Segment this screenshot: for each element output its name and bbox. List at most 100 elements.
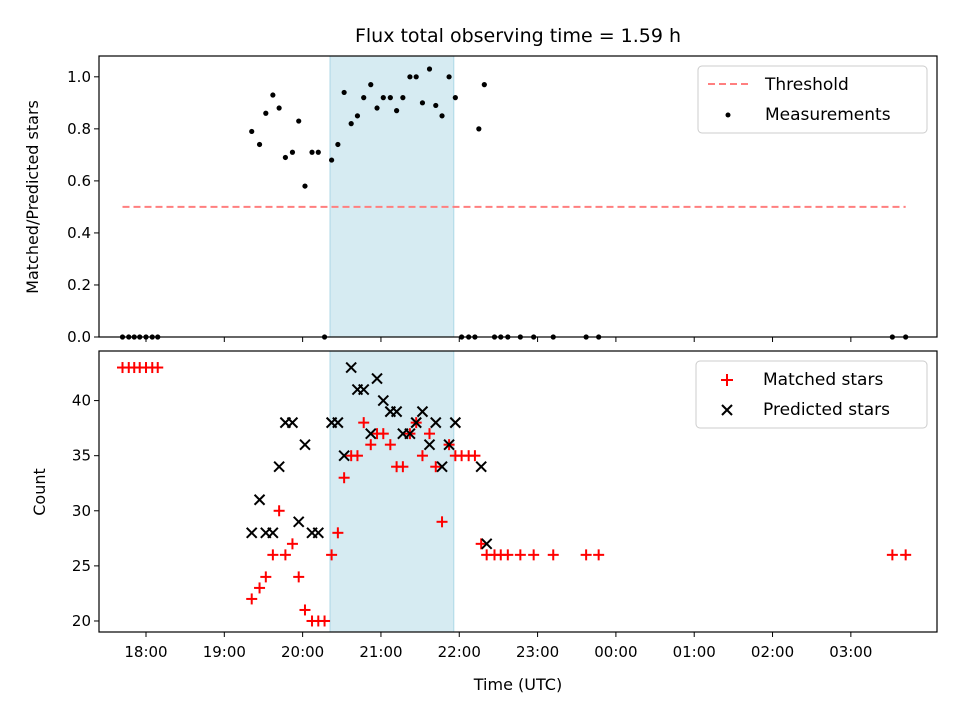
predicted-star-point [480, 538, 493, 550]
bottom-y-tick-label: 35 [72, 447, 91, 465]
measurement-point [309, 149, 315, 155]
predicted-star-point [365, 427, 377, 440]
x-tick-label: 20:00 [281, 643, 324, 661]
x-tick-label: 02:00 [751, 643, 794, 661]
bottom-y-axis-label: Count [30, 468, 49, 516]
predicted-star-point [430, 416, 442, 429]
predicted-star-point [404, 427, 416, 440]
top-shaded-span [329, 55, 455, 338]
matched-star-point [351, 450, 363, 462]
matched-star-point [502, 549, 514, 561]
matched-star-point [377, 428, 389, 440]
matched-star-point [900, 549, 912, 561]
predicted-star-point [449, 416, 462, 429]
predicted-star-point [273, 460, 285, 473]
measurement-point [249, 128, 255, 135]
x-tick-label: 22:00 [438, 643, 481, 661]
matched-star-point [319, 615, 331, 627]
matched-star-point [475, 538, 487, 550]
measurement-point [296, 118, 302, 124]
predicted-star-point [345, 361, 357, 374]
matched-star-point [279, 549, 291, 561]
predicted-star-point [423, 438, 436, 451]
matched-star-point [416, 450, 428, 462]
top-y-tick-label: 0.4 [67, 224, 91, 242]
matched-star-point [384, 439, 396, 451]
predicted-star-point [293, 516, 305, 528]
top-panel: 0.0 0.2 0.4 0.6 0.8 1.0 Matched/Predicted sta… [23, 55, 938, 346]
top-legend: Threshold Measurements [697, 65, 928, 134]
x-tick-label: 01:00 [673, 643, 716, 661]
predicted-star-point [286, 416, 299, 429]
bottom-shaded-span [329, 350, 455, 633]
chart-title: Flux total observing time = 1.59 h [355, 25, 681, 47]
measurement-point [302, 183, 308, 189]
measurement-point [348, 121, 354, 127]
matched-star-point [580, 549, 592, 561]
predicted-star-point [443, 438, 455, 451]
measurement-point [439, 113, 445, 119]
measurement-point [263, 110, 269, 116]
measurement-point [452, 95, 458, 101]
matched-star-point [514, 549, 526, 561]
measurement-point [407, 74, 413, 80]
measurement-point [361, 95, 367, 101]
measurement-point [282, 154, 288, 161]
matched-star-point [267, 549, 279, 561]
measurement-point [256, 141, 263, 148]
predicted-star-point [358, 383, 370, 396]
matched-star-point [326, 549, 338, 561]
predicted-star-point [377, 394, 390, 407]
matched-star-point [593, 549, 605, 561]
x-tick-label: 21:00 [359, 643, 402, 661]
bottom-y-tick-label: 20 [72, 612, 91, 630]
predicted-star-point [267, 527, 279, 539]
matched-star-point [886, 549, 898, 561]
matched-star-point [152, 362, 164, 374]
bottom-y-tick-label: 25 [72, 557, 91, 575]
predicted-star-point [475, 460, 487, 473]
matched-star-point [358, 417, 370, 429]
matched-star-point [286, 538, 298, 550]
measurement-point [400, 95, 406, 101]
measurement-point [368, 82, 374, 88]
measurement-point [315, 149, 321, 155]
top-y-axis-label: Matched/Predicted stars [23, 100, 42, 294]
predicted-star-point [410, 416, 422, 429]
measurement-point [380, 95, 386, 101]
top-y-tick-label: 0.6 [67, 172, 91, 190]
legend-threshold-label: Threshold [764, 75, 849, 95]
measurement-point [276, 105, 282, 111]
top-y-tick-label: 0.0 [67, 328, 91, 346]
top-y-tick-label: 1.0 [67, 68, 91, 86]
measurement-point [413, 74, 419, 80]
measurement-point [341, 89, 347, 96]
measurement-point [270, 92, 276, 98]
predicted-star-point [246, 527, 258, 539]
measurement-point [433, 102, 439, 109]
bottom-legend-box [695, 360, 928, 429]
matched-star-point [254, 582, 266, 594]
matched-star-point [436, 516, 448, 528]
matched-star-point [424, 428, 436, 440]
legend-predicted-label: Predicted stars [763, 400, 890, 420]
matched-star-point [365, 439, 377, 451]
bottom-y-tick-label: 40 [72, 392, 91, 410]
matched-star-point [332, 527, 344, 539]
measurement-point [289, 149, 296, 155]
predicted-star-point [436, 460, 448, 473]
matched-star-point [338, 472, 350, 484]
measurement-point [426, 66, 433, 72]
x-tick-label: 03:00 [829, 643, 872, 661]
matched-star-point [397, 461, 409, 473]
top-y-tick-label: 0.8 [67, 120, 91, 138]
bottom-panel: 20 25 30 35 40 18:00 19:00 20:00 21:00 22:00 23:0… [30, 350, 938, 661]
measurement-point [419, 100, 426, 106]
matched-star-point [246, 593, 258, 605]
bottom-y-tick-label: 30 [72, 502, 91, 520]
matched-star-point [469, 450, 481, 462]
top-y-tick-label: 0.2 [67, 276, 91, 294]
measurement-point [335, 141, 341, 148]
predicted-star-point [416, 405, 429, 418]
predicted-star-point [312, 527, 324, 539]
